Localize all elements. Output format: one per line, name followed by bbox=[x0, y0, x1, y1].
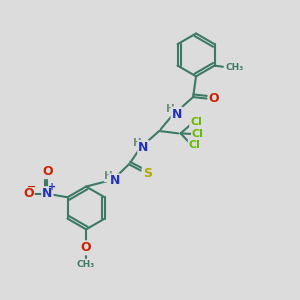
Text: CH₃: CH₃ bbox=[226, 63, 244, 72]
Text: H: H bbox=[104, 171, 113, 181]
Text: Cl: Cl bbox=[192, 129, 204, 139]
Text: −: − bbox=[27, 182, 36, 192]
Text: H: H bbox=[167, 104, 175, 114]
Text: +: + bbox=[48, 182, 56, 192]
Text: O: O bbox=[208, 92, 219, 105]
Text: Cl: Cl bbox=[190, 117, 202, 127]
Text: N: N bbox=[42, 187, 52, 200]
Text: N: N bbox=[172, 107, 182, 121]
Text: N: N bbox=[110, 174, 120, 188]
Text: S: S bbox=[143, 167, 152, 180]
Text: Cl: Cl bbox=[189, 140, 200, 150]
Text: CH₃: CH₃ bbox=[77, 260, 95, 269]
Text: N: N bbox=[138, 141, 148, 154]
Text: O: O bbox=[23, 187, 34, 200]
Text: O: O bbox=[81, 241, 92, 254]
Text: H: H bbox=[133, 138, 142, 148]
Text: O: O bbox=[42, 165, 53, 178]
